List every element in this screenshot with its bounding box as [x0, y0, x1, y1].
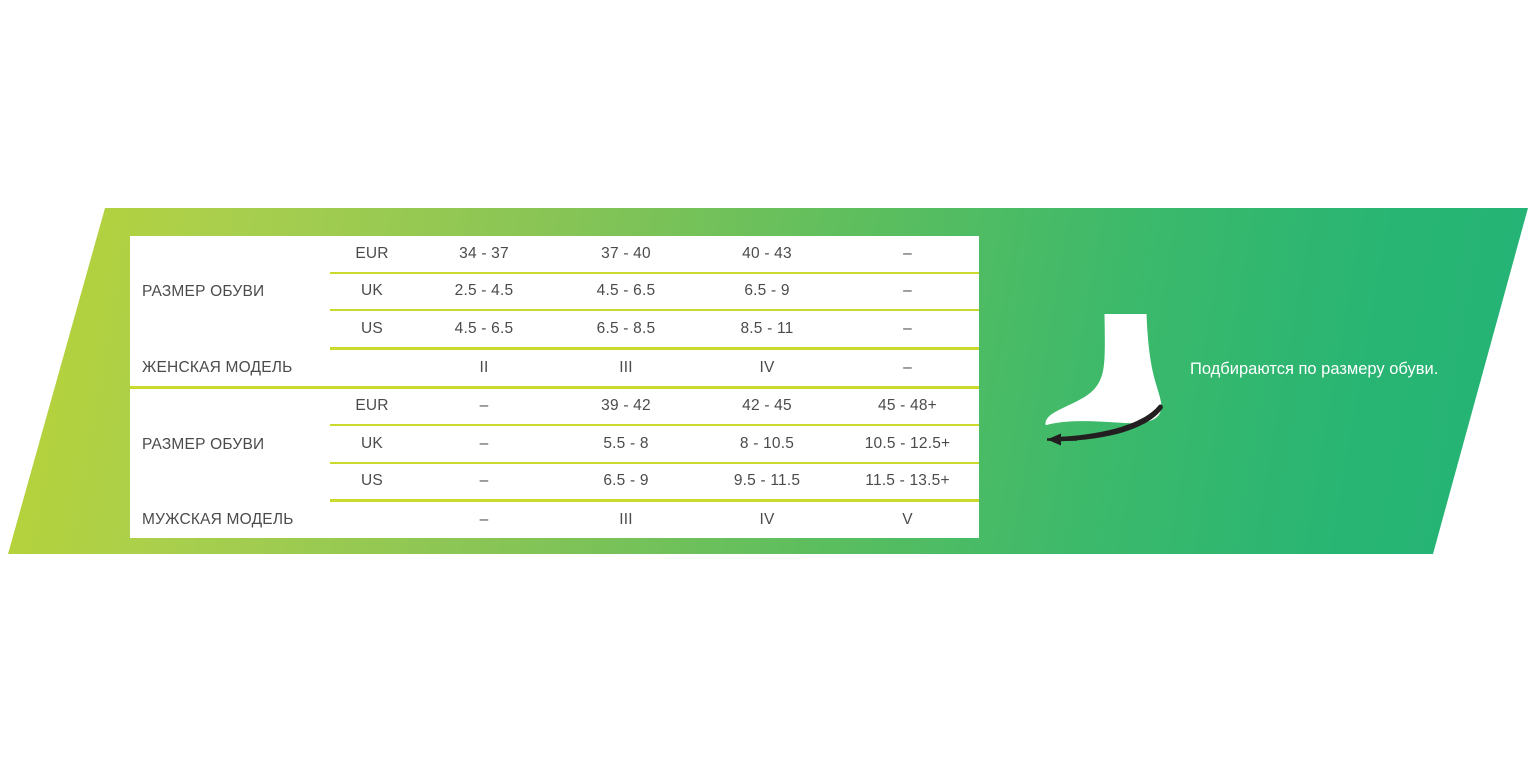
men-uk-col4: 10.5 - 12.5+ — [836, 425, 979, 464]
women-uk-col1: 2.5 - 4.5 — [414, 272, 554, 311]
men-unit-uk: UK — [330, 425, 414, 464]
men-eur-col2: 39 - 42 — [554, 387, 698, 426]
women-model-col1: II — [414, 348, 554, 389]
women-size-label: РАЗМЕР ОБУВИ — [130, 236, 330, 348]
motion-arc — [1060, 404, 1163, 442]
women-eur-col2: 37 - 40 — [554, 236, 698, 274]
women-us-col3: 8.5 - 11 — [698, 310, 836, 350]
men-uk-col3: 8 - 10.5 — [698, 425, 836, 464]
men-eur-col1: – — [414, 387, 554, 426]
women-model-col3: IV — [698, 348, 836, 389]
men-us-col3: 9.5 - 11.5 — [698, 462, 836, 502]
men-model-col2: III — [554, 500, 698, 538]
women-us-col2: 6.5 - 8.5 — [554, 310, 698, 350]
men-us-col1: – — [414, 462, 554, 502]
table-row: ЖЕНСКАЯ МОДЕЛЬ II III IV – — [130, 348, 979, 389]
table-row: US – 6.5 - 9 9.5 - 11.5 11.5 - 13.5+ — [130, 462, 979, 502]
table-row: UK 2.5 - 4.5 4.5 - 6.5 6.5 - 9 – — [130, 272, 979, 311]
women-model-label: ЖЕНСКАЯ МОДЕЛЬ — [130, 348, 414, 389]
women-model-col4: – — [836, 348, 979, 389]
women-us-col1: 4.5 - 6.5 — [414, 310, 554, 350]
men-eur-col3: 42 - 45 — [698, 387, 836, 426]
women-eur-col4: – — [836, 236, 979, 274]
shoe-size-table: РАЗМЕР ОБУВИ EUR 34 - 37 37 - 40 40 - 43… — [130, 236, 979, 538]
table-row: МУЖСКАЯ МОДЕЛЬ – III IV V — [130, 500, 979, 538]
women-unit-eur: EUR — [330, 236, 414, 274]
table-row: UK – 5.5 - 8 8 - 10.5 10.5 - 12.5+ — [130, 425, 979, 464]
women-us-col4: – — [836, 310, 979, 350]
men-us-col2: 6.5 - 9 — [554, 462, 698, 502]
women-uk-col4: – — [836, 272, 979, 311]
table-row: US 4.5 - 6.5 6.5 - 8.5 8.5 - 11 – — [130, 310, 979, 350]
foot-sock-icon — [1045, 314, 1163, 446]
men-us-col4: 11.5 - 13.5+ — [836, 462, 979, 502]
men-size-label: РАЗМЕР ОБУВИ — [130, 387, 330, 501]
women-eur-col1: 34 - 37 — [414, 236, 554, 274]
women-eur-col3: 40 - 43 — [698, 236, 836, 274]
men-model-col3: IV — [698, 500, 836, 538]
men-model-col4: V — [836, 500, 979, 538]
men-eur-col4: 45 - 48+ — [836, 387, 979, 426]
table-row: РАЗМЕР ОБУВИ EUR 34 - 37 37 - 40 40 - 43… — [130, 236, 979, 348]
men-unit-us: US — [330, 462, 414, 502]
men-model-col1: – — [414, 500, 554, 538]
women-model-col2: III — [554, 348, 698, 389]
table-row: РАЗМЕР ОБУВИ EUR – 39 - 42 42 - 45 45 - … — [130, 387, 979, 501]
men-unit-eur: EUR — [330, 387, 414, 426]
men-model-label: МУЖСКАЯ МОДЕЛЬ — [130, 500, 414, 538]
size-table-container: РАЗМЕР ОБУВИ EUR 34 - 37 37 - 40 40 - 43… — [130, 236, 979, 538]
women-unit-us: US — [330, 310, 414, 350]
men-uk-col1: – — [414, 425, 554, 464]
men-uk-col2: 5.5 - 8 — [554, 425, 698, 464]
foot-shape — [1045, 314, 1162, 426]
women-uk-col3: 6.5 - 9 — [698, 272, 836, 311]
women-uk-col2: 4.5 - 6.5 — [554, 272, 698, 311]
caption-text: Подбираются по размеру обуви. — [1190, 360, 1439, 378]
arrow-shaft — [1047, 438, 1077, 441]
women-unit-uk: UK — [330, 272, 414, 311]
